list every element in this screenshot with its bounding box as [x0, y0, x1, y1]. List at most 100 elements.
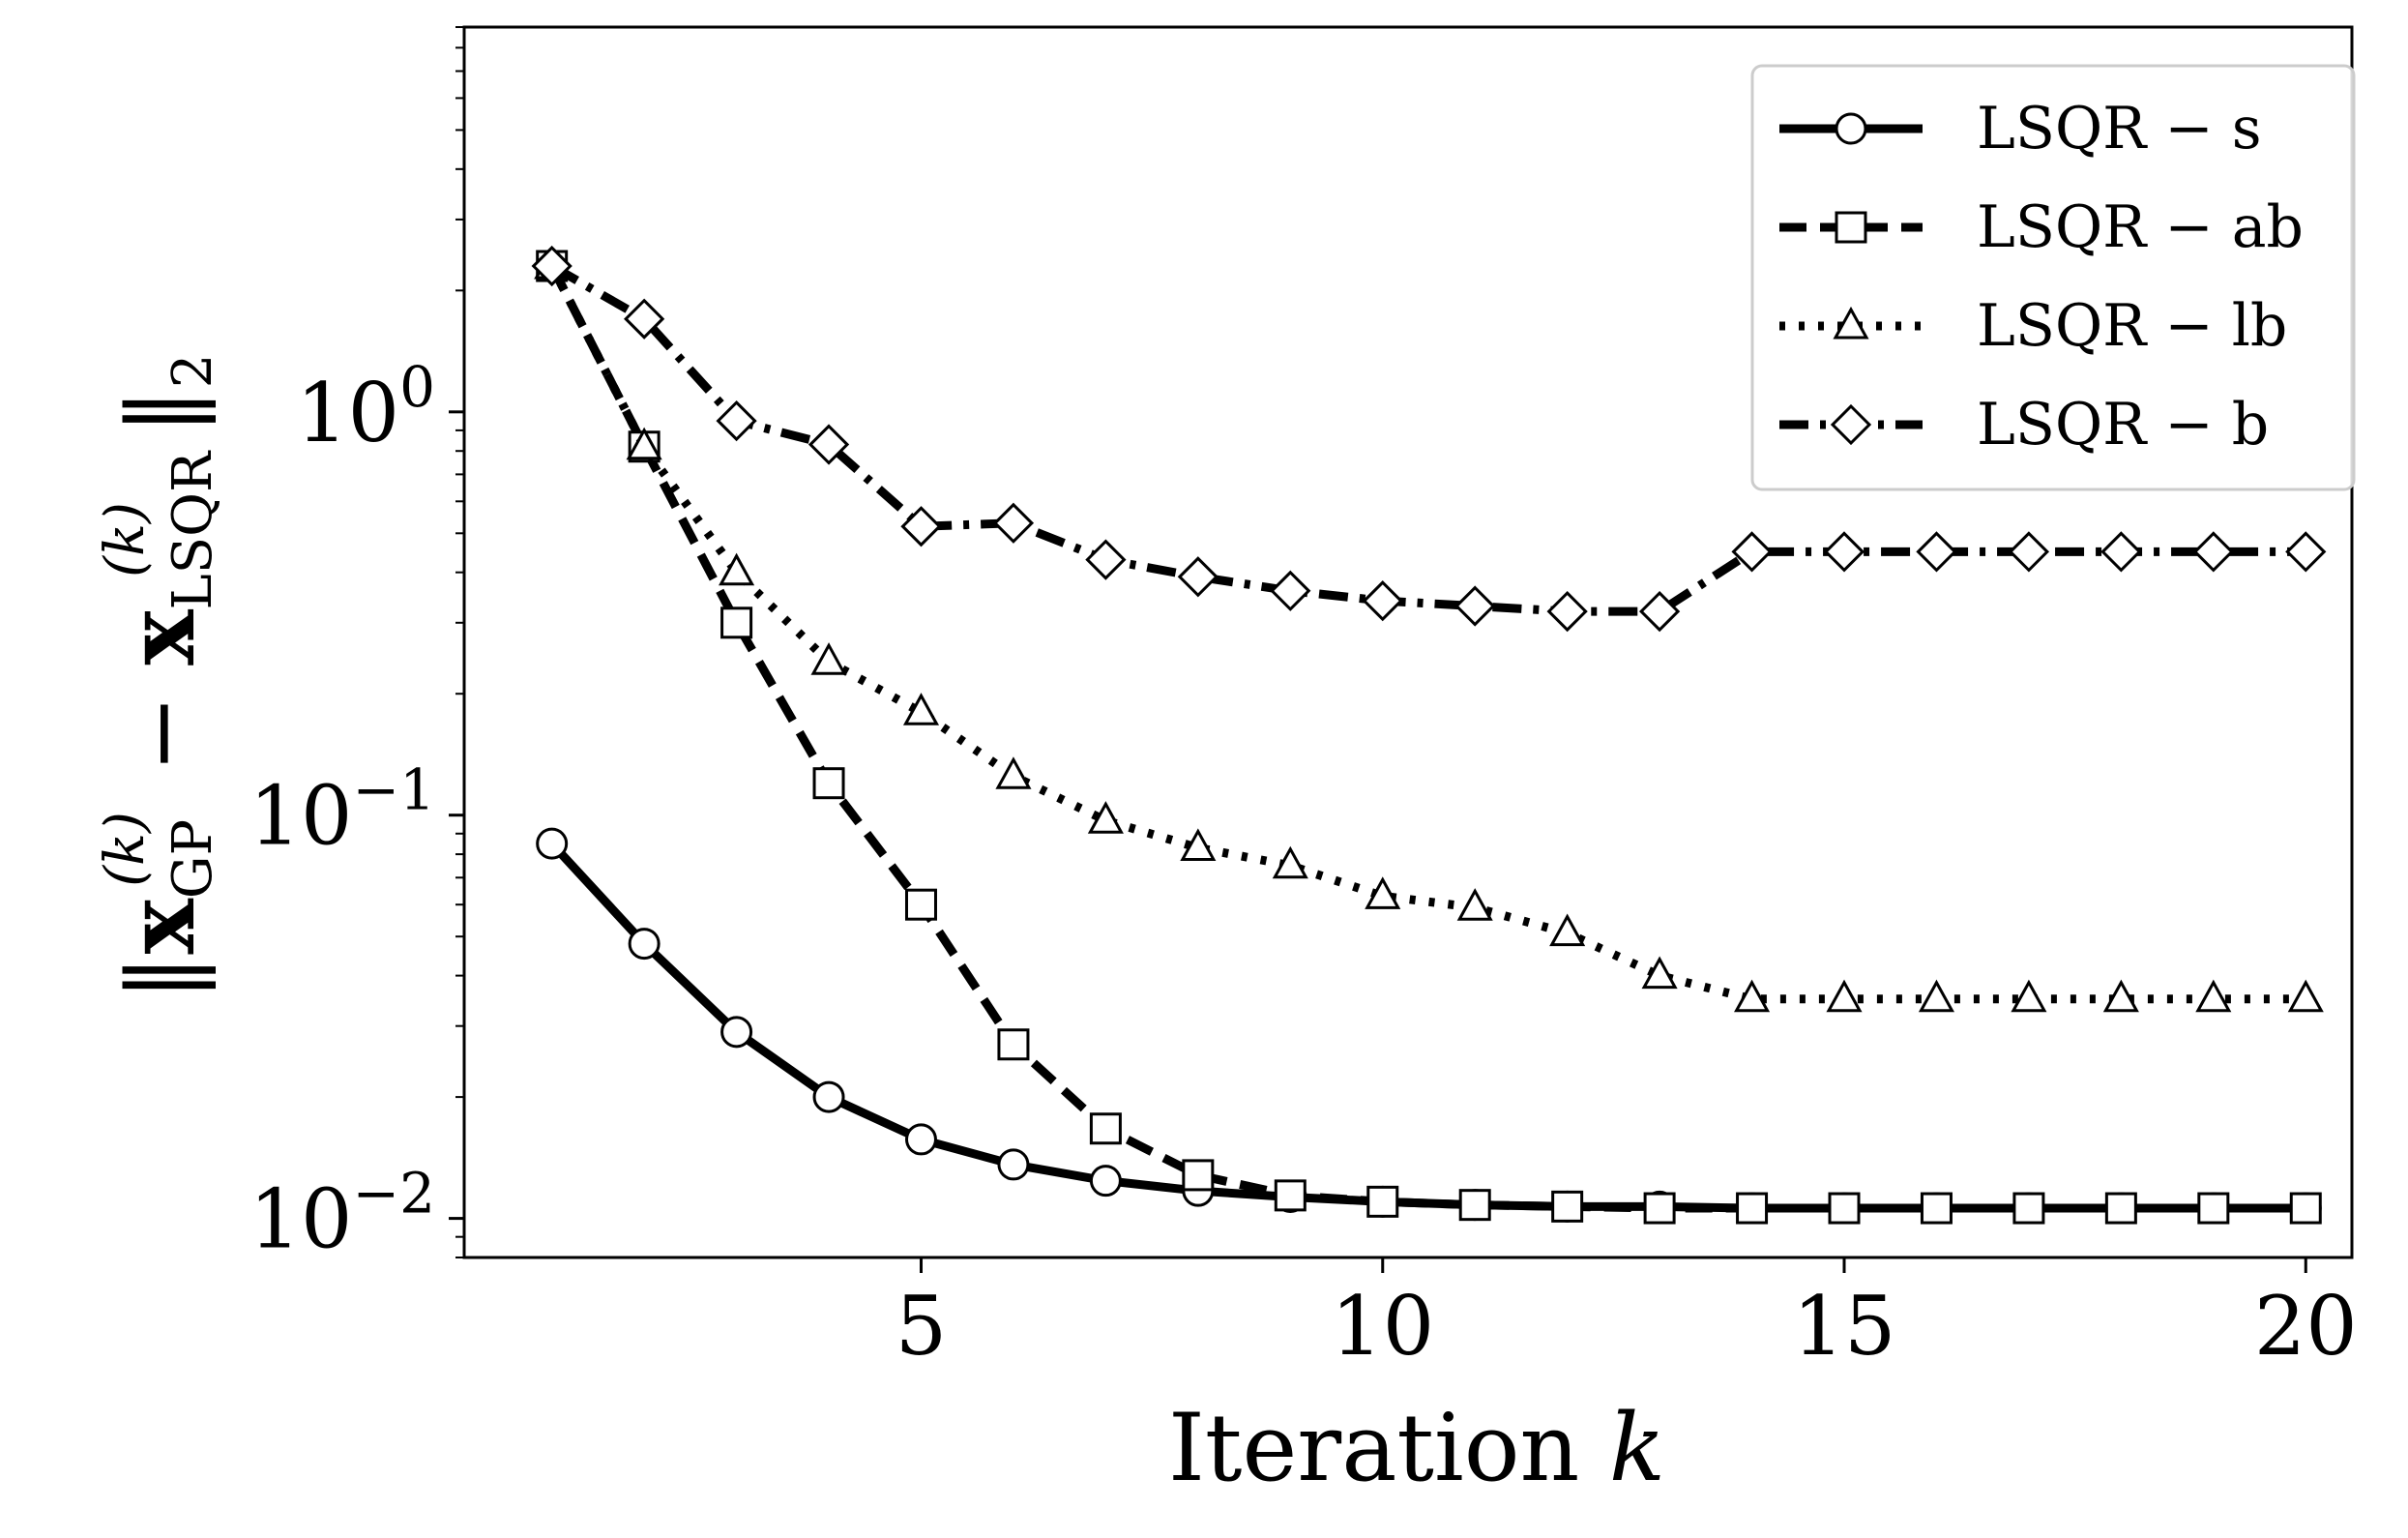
- data-point: [900, 506, 942, 547]
- data-point: [1180, 828, 1217, 861]
- data-point: [1643, 1192, 1676, 1225]
- data-point: [2100, 531, 2142, 573]
- data-point: [2287, 979, 2324, 1013]
- data-point: [902, 693, 940, 725]
- y-title-x2: x: [106, 609, 216, 665]
- legend-marker: [1833, 306, 1869, 340]
- legend-label: LSQR − s: [1977, 95, 2262, 163]
- data-point: [1085, 539, 1127, 580]
- data-point: [1089, 1165, 1122, 1198]
- data-point: [1731, 531, 1773, 573]
- data-point: [1920, 1192, 1953, 1225]
- data-point: [536, 827, 569, 860]
- data-point: [1456, 888, 1493, 921]
- data-point: [1546, 590, 1588, 633]
- series-4: [531, 245, 2327, 633]
- data-point: [1177, 556, 1219, 598]
- data-point: [812, 767, 845, 800]
- y-title-norm-close: ‖: [107, 388, 216, 434]
- x-tick-label: 20: [2254, 1279, 2358, 1374]
- data-point: [624, 298, 665, 340]
- legend-entry: LSQR − lb: [1779, 292, 2287, 360]
- data-point: [1274, 1179, 1307, 1212]
- data-point: [716, 399, 757, 442]
- data-point: [1458, 1189, 1491, 1222]
- data-point: [2289, 1192, 2322, 1225]
- series-group: [531, 245, 2327, 1225]
- data-point: [1087, 801, 1124, 834]
- series-line: [547, 263, 2306, 1004]
- series-2: [536, 250, 2322, 1225]
- y-tick-base: 10: [296, 366, 399, 460]
- data-point: [1454, 585, 1496, 627]
- svg-text:‖xGP(k) − xLSQR(k)‖2: ‖xGP(k) − xLSQR(k)‖2: [94, 354, 224, 1001]
- legend-entry: LSQR − s: [1779, 95, 2262, 163]
- data-point: [1551, 1190, 1584, 1223]
- legend-label: LSQR − lb: [1977, 292, 2287, 360]
- data-point: [2011, 979, 2047, 1013]
- x-axis: 5 10 15 20: [896, 1257, 2358, 1374]
- data-point: [1916, 531, 1957, 573]
- data-point: [810, 642, 847, 675]
- y-axis-title: ‖xGP(k) − xLSQR(k)‖2: [94, 354, 224, 1001]
- data-point: [626, 427, 662, 460]
- data-point: [628, 928, 661, 961]
- data-point: [1366, 1185, 1399, 1218]
- y-tick-exp: −2: [353, 1161, 436, 1227]
- y-tick-base: 10: [250, 769, 353, 864]
- data-point: [1549, 913, 1586, 947]
- data-point: [1362, 580, 1403, 622]
- legend-entry: LSQR − ab: [1779, 193, 2304, 261]
- series-line: [548, 841, 2306, 1213]
- y-title-sup-k2: (k): [94, 502, 157, 577]
- data-point: [1089, 1112, 1122, 1145]
- data-point: [992, 502, 1035, 544]
- legend-box: [1750, 64, 2356, 491]
- y-title-sub-lsqr: LSQR: [162, 450, 224, 609]
- plot-frame: [462, 25, 2354, 1259]
- data-point: [1270, 570, 1311, 611]
- data-point: [720, 1016, 753, 1049]
- data-point: [808, 424, 850, 465]
- x-axis-title: Iteration k: [1168, 1394, 1665, 1502]
- y-title-minus: −: [107, 665, 216, 802]
- data-point: [1918, 979, 1955, 1013]
- data-point: [2197, 1192, 2230, 1225]
- y-tick-label: 10−2: [250, 1161, 435, 1267]
- data-point: [1826, 979, 1863, 1013]
- legend-marker: [1835, 112, 1867, 145]
- legend-marker: [1830, 403, 1872, 446]
- data-point: [1828, 1192, 1861, 1225]
- legend-label: LSQR − ab: [1977, 193, 2304, 261]
- y-tick-base: 10: [250, 1172, 353, 1267]
- x-tick-label: 5: [896, 1279, 947, 1374]
- data-point: [719, 552, 755, 586]
- x-axis-title-var: k: [1609, 1394, 1665, 1502]
- data-point: [2102, 979, 2139, 1013]
- data-point: [2008, 531, 2050, 573]
- data-point: [812, 1080, 845, 1113]
- x-tick-label: 10: [1331, 1279, 1434, 1374]
- data-point: [1823, 531, 1865, 573]
- data-point: [904, 1123, 937, 1156]
- y-tick-exp: 0: [399, 354, 435, 420]
- data-point: [2012, 1192, 2045, 1225]
- y-title-sub-2: 2: [162, 354, 224, 389]
- legend-marker: [1835, 211, 1867, 244]
- data-point: [1272, 845, 1308, 879]
- data-point: [2195, 979, 2232, 1013]
- series-3: [534, 246, 2324, 1013]
- data-point: [531, 245, 573, 287]
- data-point: [2104, 1192, 2137, 1225]
- x-axis-title-text: Iteration: [1168, 1394, 1609, 1502]
- y-tick-label: 100: [296, 354, 435, 460]
- data-point: [997, 1028, 1030, 1061]
- data-point: [2192, 531, 2234, 573]
- y-title-sup-k1: (k): [94, 812, 157, 887]
- series-1: [536, 827, 2322, 1225]
- data-point: [1638, 590, 1681, 633]
- legend-entry: LSQR − b: [1779, 391, 2269, 458]
- legend: LSQR − s LSQR − ab LSQR − lb LSQR − b: [1750, 64, 2356, 491]
